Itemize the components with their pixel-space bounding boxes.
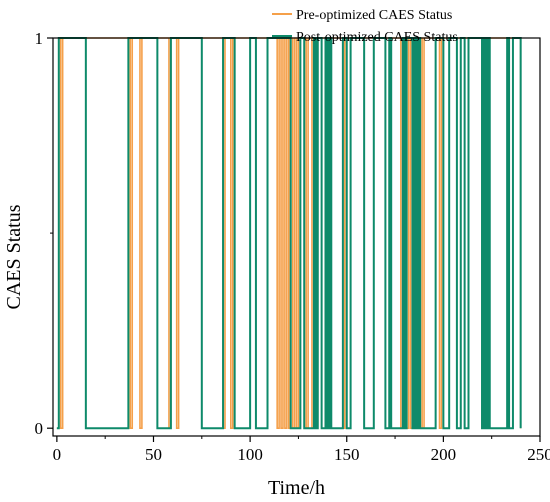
- x-tick-label-1: 50: [145, 445, 162, 464]
- x-tick-label-0: 0: [53, 445, 62, 464]
- y-axis-label: CAES Status: [3, 204, 25, 309]
- axes-frame: [52, 37, 541, 437]
- y-tick-label-1: 1: [35, 29, 44, 48]
- x-tick-label-2: 100: [237, 445, 263, 464]
- legend-label-2: Post-optimized CAES Status: [296, 30, 458, 45]
- legend-label-1: Pre-optimized CAES Status: [296, 8, 452, 23]
- ticks: [47, 37, 541, 442]
- legend: Pre-optimized CAES Status Post-optimized …: [272, 8, 458, 45]
- x-axis-label: Time/h: [268, 477, 325, 499]
- series-line-1: [56, 37, 522, 429]
- y-tick-label-0: 0: [35, 419, 44, 438]
- x-tick-label-5: 250: [527, 445, 550, 464]
- x-tick-label-3: 150: [334, 445, 360, 464]
- plot-lines: [56, 37, 522, 430]
- x-tick-label-4: 200: [431, 445, 457, 464]
- tick-labels: 0 50 100 150 200 250 0 1: [35, 29, 550, 464]
